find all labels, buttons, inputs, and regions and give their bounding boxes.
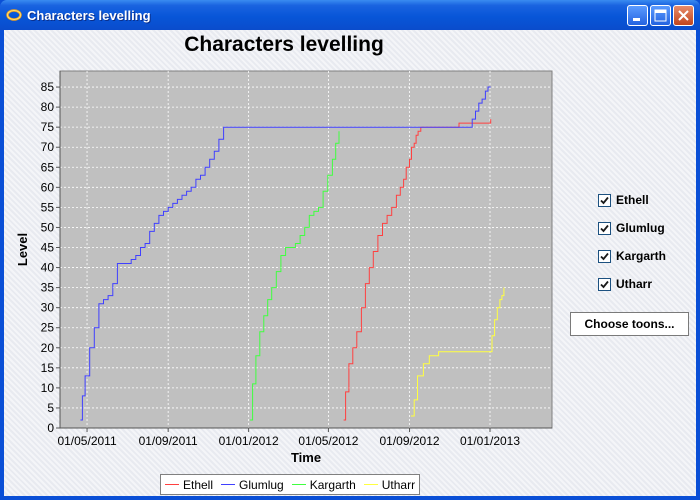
series-line-kargarth bbox=[249, 131, 340, 421]
minimize-icon bbox=[633, 18, 640, 21]
checkmark-icon bbox=[600, 224, 609, 232]
legend-item-ethell: Ethell bbox=[165, 478, 213, 492]
checkmark-icon bbox=[600, 196, 609, 204]
y-tick-label: 70 bbox=[41, 140, 55, 154]
window-title: Characters levelling bbox=[27, 8, 151, 23]
x-tick-label: 01/01/2013 bbox=[460, 434, 520, 448]
y-tick-label: 55 bbox=[41, 200, 55, 214]
checkbox-box[interactable] bbox=[598, 221, 611, 235]
y-axis-label: Level bbox=[15, 233, 30, 266]
choose-toons-button[interactable]: Choose toons... bbox=[570, 312, 689, 336]
y-tick-label: 60 bbox=[41, 180, 55, 194]
checkbox-box[interactable] bbox=[598, 193, 611, 207]
y-tick-label: 0 bbox=[47, 421, 54, 435]
app-icon bbox=[6, 9, 22, 21]
y-tick-label: 40 bbox=[41, 261, 55, 275]
y-tick-label: 15 bbox=[41, 361, 55, 375]
y-tick-label: 5 bbox=[47, 401, 54, 415]
checkbox-label: Glumlug bbox=[616, 221, 665, 235]
checkbox-utharr[interactable]: Utharr bbox=[598, 276, 652, 292]
checkbox-label: Utharr bbox=[616, 277, 653, 291]
checkbox-label: Ethell bbox=[616, 193, 649, 207]
levelling-chart: 0 5 10 15 20 25 30 35 40 45 50 55 60 65 70 75 80 85 01/05/… bbox=[15, 70, 553, 465]
x-tick-label: 01/09/2011 bbox=[139, 434, 198, 448]
legend-label-glumlug: Glumlug bbox=[239, 477, 284, 492]
series-line-ethell bbox=[343, 119, 492, 421]
title-bar[interactable]: Characters levelling bbox=[0, 0, 700, 30]
series-line-glumlug bbox=[80, 86, 491, 421]
x-tick-label: 01/09/2012 bbox=[380, 434, 440, 448]
y-tick-label: 45 bbox=[41, 240, 55, 254]
y-tick-label: 75 bbox=[41, 120, 55, 134]
client-area: Characters levelling 0 5 10 15 20 25 30 35 40 45 5… bbox=[4, 30, 696, 496]
checkbox-label: Kargarth bbox=[616, 249, 667, 263]
checkbox-box[interactable] bbox=[598, 249, 611, 263]
series-line-utharr bbox=[410, 287, 505, 417]
checkbox-box[interactable] bbox=[598, 277, 611, 291]
x-tick-label: 01/01/2012 bbox=[219, 434, 279, 448]
legend-label-kargarth: Kargarth bbox=[309, 477, 356, 492]
legend-item-kargarth: Kargarth bbox=[291, 477, 356, 492]
chart-title: Characters levelling bbox=[184, 33, 384, 56]
y-tick-label: 25 bbox=[41, 321, 55, 335]
y-tick-label: 20 bbox=[41, 341, 55, 355]
minimize-button[interactable] bbox=[627, 5, 648, 26]
y-tick-label: 85 bbox=[41, 80, 55, 94]
close-icon bbox=[678, 10, 689, 21]
close-button[interactable] bbox=[673, 5, 694, 26]
legend-item-glumlug: Glumlug bbox=[221, 478, 284, 492]
x-axis-label: Time bbox=[291, 450, 321, 465]
checkbox-ethell[interactable]: Ethell bbox=[598, 192, 649, 208]
legend-label-utharr: Utharr bbox=[381, 477, 416, 492]
y-tick-label: 50 bbox=[41, 220, 55, 234]
y-tick-label: 10 bbox=[41, 381, 55, 395]
x-tick-label: 01/05/2011 bbox=[57, 434, 116, 448]
checkmark-icon bbox=[600, 252, 609, 260]
maximize-icon bbox=[654, 9, 667, 22]
checkbox-glumlug[interactable]: Glumlug bbox=[598, 220, 665, 236]
legend-swatch-ethell bbox=[165, 484, 179, 485]
maximize-button[interactable] bbox=[650, 5, 671, 26]
checkbox-kargarth[interactable]: Kargarth bbox=[598, 248, 666, 264]
legend-label-ethell: Ethell bbox=[183, 477, 214, 492]
chart-legend: Ethell Glumlug Kargarth Utharr bbox=[160, 474, 421, 495]
legend-swatch-utharr bbox=[363, 484, 378, 485]
legend-item-utharr: Utharr bbox=[363, 477, 416, 492]
checkmark-icon bbox=[600, 280, 609, 288]
plot-area bbox=[59, 70, 553, 429]
legend-swatch-kargarth bbox=[291, 484, 306, 485]
y-tick-label: 65 bbox=[41, 160, 55, 174]
y-tick-label: 30 bbox=[41, 301, 55, 315]
legend-swatch-glumlug bbox=[221, 484, 236, 485]
y-tick-label: 80 bbox=[41, 100, 55, 114]
y-tick-label: 35 bbox=[41, 281, 55, 295]
x-tick-label: 01/05/2012 bbox=[298, 434, 358, 448]
